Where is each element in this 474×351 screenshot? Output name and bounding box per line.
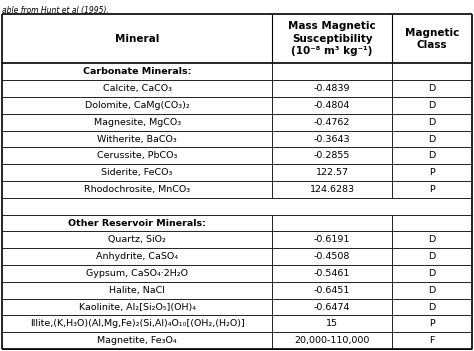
Text: Calcite, CaCO₃: Calcite, CaCO₃ xyxy=(103,84,172,93)
Text: D: D xyxy=(428,151,436,160)
Text: D: D xyxy=(428,118,436,127)
Text: P: P xyxy=(429,168,435,177)
Text: 20,000-110,000: 20,000-110,000 xyxy=(294,336,370,345)
Text: -0.6451: -0.6451 xyxy=(314,286,350,295)
Text: D: D xyxy=(428,303,436,311)
Text: D: D xyxy=(428,269,436,278)
Text: -0.4804: -0.4804 xyxy=(314,101,350,110)
Text: Kaolinite, Al₂[Si₂O₅](OH)₄: Kaolinite, Al₂[Si₂O₅](OH)₄ xyxy=(79,303,196,311)
Text: -0.6474: -0.6474 xyxy=(314,303,350,311)
Text: -0.4839: -0.4839 xyxy=(314,84,350,93)
Text: -0.5461: -0.5461 xyxy=(314,269,350,278)
Text: Illite,(K,H₃O)(Al,Mg,Fe)₂(Si,Al)₄O₁₀[(OH₂,(H₂O)]: Illite,(K,H₃O)(Al,Mg,Fe)₂(Si,Al)₄O₁₀[(OH… xyxy=(30,319,245,328)
Text: -0.4762: -0.4762 xyxy=(314,118,350,127)
Text: able from Hunt et al (1995).: able from Hunt et al (1995). xyxy=(2,6,109,15)
Text: D: D xyxy=(428,101,436,110)
Text: Magnetic
Class: Magnetic Class xyxy=(405,27,459,50)
Text: Magnesite, MgCO₃: Magnesite, MgCO₃ xyxy=(93,118,181,127)
Text: Gypsum, CaSO₄·2H₂O: Gypsum, CaSO₄·2H₂O xyxy=(86,269,188,278)
Text: 15: 15 xyxy=(326,319,338,328)
Text: Mass Magnetic
Susceptibility
(10⁻⁸ m³ kg⁻¹): Mass Magnetic Susceptibility (10⁻⁸ m³ kg… xyxy=(288,21,376,56)
Text: P: P xyxy=(429,319,435,328)
Text: -0.2855: -0.2855 xyxy=(314,151,350,160)
Text: Mineral: Mineral xyxy=(115,34,159,44)
Text: D: D xyxy=(428,252,436,261)
Text: Halite, NaCl: Halite, NaCl xyxy=(109,286,165,295)
Text: Rhodochrosite, MnCO₃: Rhodochrosite, MnCO₃ xyxy=(84,185,190,194)
Text: D: D xyxy=(428,134,436,144)
Text: Carbonate Minerals:: Carbonate Minerals: xyxy=(83,67,191,76)
Text: Dolomite, CaMg(CO₃)₂: Dolomite, CaMg(CO₃)₂ xyxy=(85,101,190,110)
Text: Magnetite, Fe₃O₄: Magnetite, Fe₃O₄ xyxy=(97,336,177,345)
Text: F: F xyxy=(429,336,435,345)
Text: -0.3643: -0.3643 xyxy=(314,134,350,144)
Text: P: P xyxy=(429,185,435,194)
Text: Witherite, BaCO₃: Witherite, BaCO₃ xyxy=(97,134,177,144)
Text: D: D xyxy=(428,84,436,93)
Text: D: D xyxy=(428,286,436,295)
Text: Siderite, FeCO₃: Siderite, FeCO₃ xyxy=(101,168,173,177)
Text: D: D xyxy=(428,235,436,244)
Text: Other Reservoir Minerals:: Other Reservoir Minerals: xyxy=(68,219,206,227)
Text: 124.6283: 124.6283 xyxy=(310,185,355,194)
Text: -0.4508: -0.4508 xyxy=(314,252,350,261)
Text: Anhydrite, CaSO₄: Anhydrite, CaSO₄ xyxy=(96,252,178,261)
Text: Quartz, SiO₂: Quartz, SiO₂ xyxy=(108,235,166,244)
Text: Cerussite, PbCO₃: Cerussite, PbCO₃ xyxy=(97,151,177,160)
Text: -0.6191: -0.6191 xyxy=(314,235,350,244)
Text: 122.57: 122.57 xyxy=(316,168,349,177)
